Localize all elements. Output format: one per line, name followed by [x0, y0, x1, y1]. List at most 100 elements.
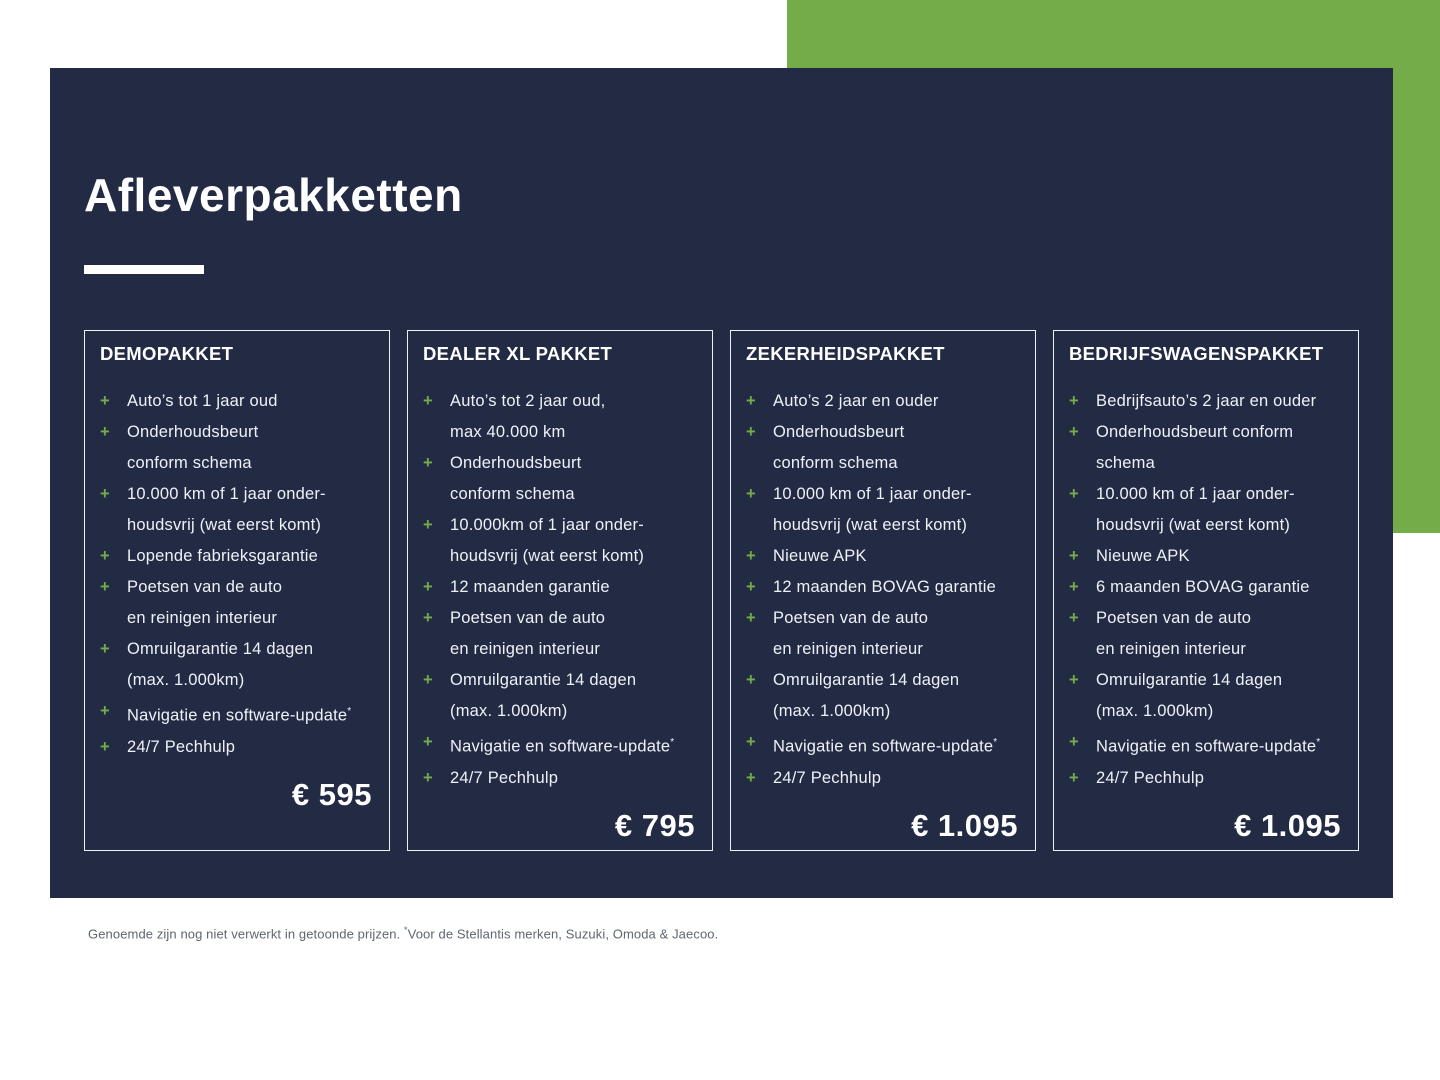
- feature-item: + Auto’s tot 1 jaar oud: [100, 386, 374, 417]
- feature-line: + Navigatie en software-update*: [423, 727, 697, 763]
- package-title: ZEKERHEIDSPAKKET: [746, 343, 945, 364]
- feature-line: (max. 1.000km): [423, 696, 697, 727]
- plus-icon: +: [1069, 485, 1079, 503]
- feature-line: schema: [1069, 448, 1343, 479]
- feature-item: + Omruilgarantie 14 dagen (max. 1.000km): [423, 665, 697, 727]
- plus-icon: +: [423, 578, 433, 596]
- feature-text: 12 maanden garantie: [450, 578, 610, 596]
- package-card: DEALER XL PAKKET + Auto’s tot 2 jaar oud,…: [407, 330, 713, 851]
- feature-text: (max. 1.000km): [773, 702, 891, 720]
- package-title: DEALER XL PAKKET: [423, 343, 613, 364]
- plus-icon: +: [423, 671, 433, 689]
- feature-line: +6 maanden BOVAG garantie: [1069, 572, 1343, 603]
- plus-icon: +: [746, 578, 756, 596]
- feature-line: houdsvrij (wat eerst komt): [100, 510, 374, 541]
- footnote-text-post: Voor de Stellantis merken, Suzuki, Omoda…: [407, 926, 719, 942]
- plus-icon: +: [1069, 733, 1079, 751]
- feature-text: Omruilgarantie 14 dagen: [450, 671, 637, 689]
- feature-line: + Bedrijfsauto’s 2 jaar en ouder: [1069, 386, 1343, 417]
- feature-text: 6 maanden BOVAG garantie: [1096, 578, 1310, 596]
- feature-line: + Omruilgarantie 14 dagen: [100, 634, 374, 665]
- feature-line: +10.000km of 1 jaar onder-: [423, 510, 697, 541]
- feature-line: + Onderhoudsbeurt: [423, 448, 697, 479]
- feature-text: Navigatie en software-update: [773, 737, 994, 756]
- feature-item: + Navigatie en software-update*: [1069, 727, 1343, 763]
- feature-text: Onderhoudsbeurt: [450, 454, 582, 472]
- feature-line: +24/7 Pechhulp: [100, 732, 374, 763]
- feature-item: +24/7 Pechhulp: [1069, 763, 1343, 794]
- feature-text: en reinigen interieur: [773, 640, 924, 658]
- feature-text: Auto’s tot 1 jaar oud: [127, 392, 278, 410]
- package-card: ZEKERHEIDSPAKKET + Auto’s 2 jaar en ouder…: [730, 330, 1036, 851]
- feature-asterisk: *: [1316, 737, 1321, 748]
- feature-text: Navigatie en software-update: [450, 737, 671, 756]
- package-price: € 1.095: [911, 807, 1018, 843]
- feature-item: +12 maanden garantie: [423, 572, 697, 603]
- feature-line: conform schema: [423, 479, 697, 510]
- feature-line: max 40.000 km: [423, 417, 697, 448]
- plus-icon: +: [746, 671, 756, 689]
- package-features: + Auto’s tot 2 jaar oud, max 40.000 km + Ond…: [423, 386, 697, 794]
- plus-icon: +: [100, 547, 110, 565]
- feature-text: Poetsen van de auto: [450, 609, 606, 627]
- page-title: Afleverpakketten: [84, 169, 463, 221]
- feature-text: Onderhoudsbeurt conform: [1096, 423, 1294, 441]
- package-features: + Auto’s tot 1 jaar oud + Onderhoudsbeurt co…: [100, 386, 374, 763]
- plus-icon: +: [746, 423, 756, 441]
- plus-icon: +: [1069, 768, 1079, 787]
- package-features: + Bedrijfsauto’s 2 jaar en ouder + Onderhou…: [1069, 386, 1343, 794]
- feature-text: Bedrijfsauto’s 2 jaar en ouder: [1096, 392, 1317, 410]
- content-panel: Afleverpakketten DEMOPAKKET + Auto’s tot …: [50, 68, 1393, 898]
- feature-line: +24/7 Pechhulp: [1069, 763, 1343, 794]
- feature-item: +6 maanden BOVAG garantie: [1069, 572, 1343, 603]
- feature-text: Nieuwe APK: [773, 547, 867, 565]
- feature-text: en reinigen interieur: [1096, 640, 1247, 658]
- feature-line: + Navigatie en software-update*: [746, 727, 1020, 763]
- feature-text: houdsvrij (wat eerst komt): [773, 516, 968, 534]
- package-features: + Auto’s 2 jaar en ouder + Onderhoudsbeurt c…: [746, 386, 1020, 794]
- feature-line: + Poetsen van de auto: [746, 603, 1020, 634]
- feature-asterisk: *: [993, 737, 998, 748]
- feature-line: +10.000 km of 1 jaar onder-: [100, 479, 374, 510]
- plus-icon: +: [1069, 578, 1079, 596]
- feature-text: en reinigen interieur: [450, 640, 601, 658]
- feature-item: + Auto’s tot 2 jaar oud, max 40.000 km: [423, 386, 697, 448]
- feature-item: + Onderhoudsbeurt conform schema: [100, 417, 374, 479]
- plus-icon: +: [746, 485, 756, 503]
- feature-line: + Onderhoudsbeurt: [746, 417, 1020, 448]
- plus-icon: +: [1069, 423, 1079, 441]
- plus-icon: +: [746, 768, 756, 787]
- feature-line: +12 maanden BOVAG garantie: [746, 572, 1020, 603]
- feature-line: + Navigatie en software-update*: [1069, 727, 1343, 763]
- feature-item: +10.000 km of 1 jaar onder-houdsvrij (wa…: [100, 479, 374, 541]
- feature-line: (max. 1.000km): [746, 696, 1020, 727]
- feature-text: conform schema: [127, 454, 252, 472]
- feature-line: conform schema: [100, 448, 374, 479]
- plus-icon: +: [423, 516, 433, 534]
- feature-item: + Poetsen van de auto en reinigen interieu…: [1069, 603, 1343, 665]
- feature-item: + Bedrijfsauto’s 2 jaar en ouder: [1069, 386, 1343, 417]
- feature-line: + Poetsen van de auto: [100, 572, 374, 603]
- footnote-text-pre: Genoemde zijn nog niet verwerkt in getoo…: [88, 926, 405, 942]
- feature-text: conform schema: [773, 454, 898, 472]
- feature-line: (max. 1.000km): [100, 665, 374, 696]
- plus-icon: +: [100, 737, 110, 756]
- packages-row: DEMOPAKKET + Auto’s tot 1 jaar oud + Onderh…: [84, 330, 1359, 851]
- feature-line: en reinigen interieur: [423, 634, 697, 665]
- plus-icon: +: [423, 392, 433, 410]
- title-underline: [84, 265, 204, 274]
- feature-text: Omruilgarantie 14 dagen: [1096, 671, 1283, 689]
- feature-line: +24/7 Pechhulp: [746, 763, 1020, 794]
- feature-line: + Auto’s tot 2 jaar oud,: [423, 386, 697, 417]
- feature-item: +10.000 km of 1 jaar onder-houdsvrij (wa…: [1069, 479, 1343, 541]
- plus-icon: +: [423, 733, 433, 751]
- feature-text: Navigatie en software-update: [1096, 737, 1317, 756]
- feature-item: + Omruilgarantie 14 dagen (max. 1.000km): [746, 665, 1020, 727]
- feature-text: max 40.000 km: [450, 423, 566, 441]
- feature-asterisk: *: [347, 706, 352, 717]
- feature-text: Lopende fabrieksgarantie: [127, 547, 319, 565]
- feature-line: + Poetsen van de auto: [1069, 603, 1343, 634]
- feature-text: en reinigen interieur: [127, 609, 278, 627]
- feature-text: 10.000 km of 1 jaar onder-: [127, 485, 326, 503]
- feature-line: +10.000 km of 1 jaar onder-: [1069, 479, 1343, 510]
